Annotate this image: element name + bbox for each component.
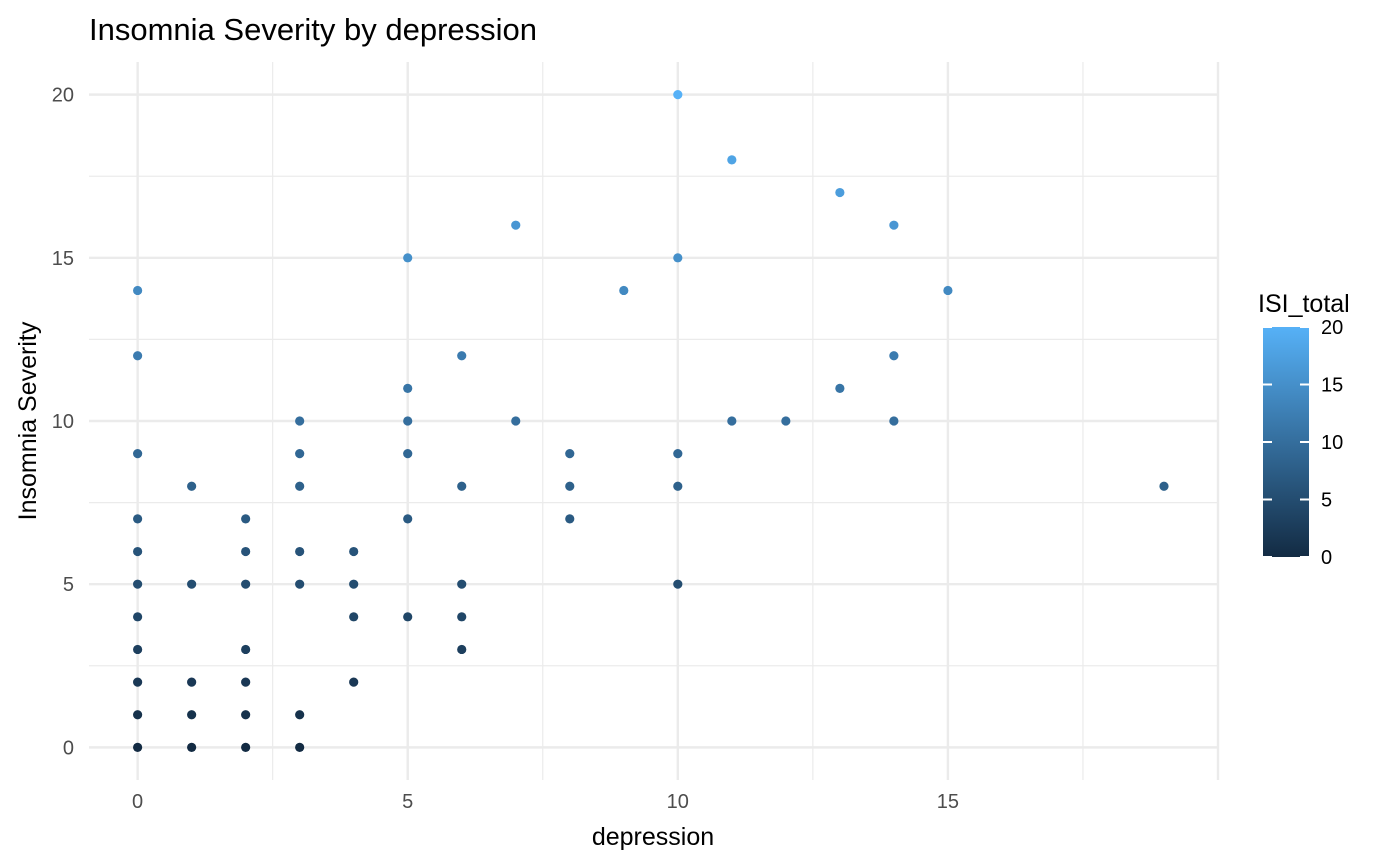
- data-point: [835, 383, 845, 393]
- data-point: [241, 514, 251, 524]
- data-point: [133, 644, 143, 655]
- color-legend: ISI_total 0 5 10 15 20: [1258, 290, 1350, 569]
- data-point: [241, 742, 251, 752]
- x-tick-label: 10: [667, 791, 689, 813]
- data-point: [511, 220, 521, 230]
- data-point: [457, 579, 467, 589]
- data-point: [187, 710, 197, 720]
- data-point: [349, 677, 359, 687]
- x-tick-label: 15: [937, 791, 959, 813]
- data-point: [403, 383, 413, 393]
- data-point: [673, 90, 683, 100]
- data-point: [241, 644, 251, 655]
- data-point: [187, 677, 197, 687]
- data-point: [673, 449, 683, 459]
- data-point: [403, 449, 413, 459]
- data-points: [133, 90, 1169, 752]
- data-point: [187, 579, 197, 589]
- data-point: [187, 481, 197, 491]
- data-point: [457, 481, 467, 491]
- data-point: [133, 742, 143, 752]
- x-axis-ticks: 0 5 10 15: [132, 791, 959, 813]
- data-point: [511, 416, 521, 426]
- legend-tick-label: 20: [1321, 317, 1343, 339]
- y-tick-label: 15: [52, 248, 74, 270]
- data-point: [889, 416, 899, 426]
- data-point: [133, 677, 143, 687]
- y-axis-title: Insomnia Severity: [14, 321, 42, 520]
- data-point: [403, 612, 413, 622]
- data-point: [403, 253, 413, 263]
- y-axis-ticks: 0 5 10 15 20: [52, 85, 74, 760]
- y-tick-label: 0: [63, 737, 74, 759]
- legend-tick-label: 0: [1321, 547, 1332, 569]
- data-point: [727, 416, 737, 426]
- data-point: [349, 612, 359, 622]
- data-point: [133, 579, 143, 589]
- legend-tick-label: 15: [1321, 375, 1343, 397]
- y-tick-label: 5: [63, 574, 74, 596]
- data-point: [889, 220, 899, 230]
- data-point: [133, 351, 143, 361]
- data-point: [565, 449, 575, 459]
- data-point: [349, 579, 359, 589]
- data-point: [295, 710, 305, 720]
- chart-title: Insomnia Severity by depression: [89, 12, 537, 47]
- x-axis-title: depression: [592, 823, 714, 851]
- legend-title: ISI_total: [1258, 290, 1350, 318]
- data-point: [889, 351, 899, 361]
- data-point: [295, 742, 305, 752]
- x-tick-label: 0: [132, 791, 143, 813]
- data-point: [241, 579, 251, 589]
- data-point: [133, 514, 143, 524]
- grid: [89, 62, 1220, 780]
- legend-tick-label: 5: [1321, 490, 1332, 512]
- x-tick-label: 5: [402, 791, 413, 813]
- data-point: [133, 612, 143, 622]
- data-point: [295, 481, 305, 491]
- legend-tick-label: 10: [1321, 432, 1343, 454]
- data-point: [403, 514, 413, 524]
- legend-ticks: 0 5 10 15 20: [1263, 317, 1343, 569]
- data-point: [835, 187, 845, 198]
- data-point: [133, 710, 143, 720]
- data-point: [457, 644, 467, 655]
- data-point: [457, 612, 467, 622]
- y-tick-label: 20: [52, 85, 74, 107]
- data-point: [403, 416, 413, 426]
- data-point: [565, 514, 575, 524]
- data-point: [295, 449, 305, 459]
- data-point: [673, 481, 683, 491]
- data-point: [673, 579, 683, 589]
- data-point: [673, 253, 683, 263]
- data-point: [727, 155, 737, 165]
- data-point: [295, 546, 305, 557]
- data-point: [133, 449, 143, 459]
- data-point: [781, 416, 791, 426]
- data-point: [457, 351, 467, 361]
- data-point: [619, 285, 629, 296]
- data-point: [349, 546, 359, 557]
- data-point: [187, 742, 197, 752]
- data-point: [133, 546, 143, 557]
- data-point: [133, 285, 143, 296]
- data-point: [295, 579, 305, 589]
- data-point: [241, 677, 251, 687]
- data-point: [295, 416, 305, 426]
- data-point: [1159, 481, 1169, 491]
- data-point: [943, 285, 953, 296]
- data-point: [241, 546, 251, 557]
- data-point: [565, 481, 575, 491]
- data-point: [241, 710, 251, 720]
- y-tick-label: 10: [52, 411, 74, 433]
